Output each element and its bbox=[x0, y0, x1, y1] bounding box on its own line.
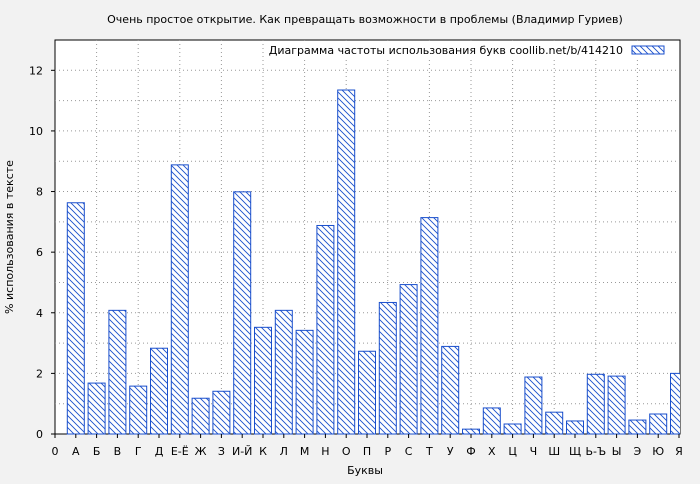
bar-С bbox=[399, 284, 418, 435]
y-tick-label: 8 bbox=[36, 186, 43, 199]
bar-К bbox=[254, 326, 272, 435]
bar-Ц bbox=[503, 423, 522, 435]
grid bbox=[55, 40, 679, 434]
x-tick-label: Г bbox=[135, 445, 142, 458]
bar-Ы bbox=[607, 375, 626, 435]
bar-Х bbox=[482, 407, 501, 435]
x-tick-label: Л bbox=[280, 445, 288, 458]
bar-О bbox=[337, 89, 356, 435]
x-tick-label: Е-Ё bbox=[171, 445, 189, 458]
x-tick-label: Ж bbox=[195, 445, 207, 458]
bar-Я bbox=[670, 372, 680, 435]
x-tick-label: Р bbox=[384, 445, 391, 458]
x-tick-label: М bbox=[300, 445, 310, 458]
bar-Е-Ё bbox=[170, 164, 189, 435]
y-tick-label: 2 bbox=[36, 367, 43, 380]
x-tick-label: С bbox=[405, 445, 413, 458]
bars bbox=[66, 89, 680, 435]
bar-У bbox=[441, 345, 460, 435]
y-tick-label: 0 bbox=[36, 428, 43, 441]
x-tick-label: Х bbox=[488, 445, 496, 458]
bar-Щ bbox=[566, 420, 584, 435]
y-tick-label: 10 bbox=[29, 125, 43, 138]
bar-М bbox=[295, 329, 314, 435]
x-tick-label: Ш bbox=[548, 445, 560, 458]
bar-Р bbox=[378, 301, 397, 435]
x-tick-label: Ц bbox=[508, 445, 517, 458]
bar-Ь-Ъ bbox=[586, 373, 605, 435]
x-axis-label: Буквы bbox=[347, 464, 383, 477]
x-tick-label: Ь-Ъ bbox=[585, 445, 606, 458]
x-tick-label: Д bbox=[155, 445, 164, 458]
x-tick-label: И-Й bbox=[232, 445, 252, 458]
y-tick-label: 6 bbox=[36, 246, 43, 259]
bar-Н bbox=[316, 224, 335, 435]
legend-swatch bbox=[631, 45, 665, 55]
chart-title: Очень простое открытие. Как превращать в… bbox=[107, 13, 623, 26]
x-tick-label: 0 bbox=[52, 445, 59, 458]
bar-П bbox=[358, 350, 376, 435]
x-tick-label: П bbox=[363, 445, 371, 458]
x-tick-label: Ы bbox=[612, 445, 622, 458]
x-tick-label: К bbox=[259, 445, 267, 458]
x-tick-label: Щ bbox=[569, 445, 581, 458]
x-tick-label: Я bbox=[675, 445, 683, 458]
bar-Э bbox=[628, 419, 647, 435]
bar-А bbox=[66, 202, 85, 435]
x-tick-label: Ф bbox=[466, 445, 475, 458]
bar-Л bbox=[274, 309, 293, 435]
y-tick-label: 12 bbox=[29, 64, 43, 77]
x-axis: 0 А Б В Г Д Е-Ё Ж З И-Й К Л М Н О П Р С Т У Ф Х Ц Ч Ш Щ Ь-Ъ Ы Э Ю Я bbox=[52, 434, 683, 458]
y-axis: 0 2 4 6 8 10 12 bbox=[29, 64, 55, 441]
bar-В bbox=[108, 309, 127, 435]
bar-Д bbox=[150, 347, 168, 435]
x-tick-label: Ч bbox=[530, 445, 538, 458]
x-tick-label: О bbox=[342, 445, 351, 458]
bar-Ж bbox=[191, 397, 210, 435]
bar-Т bbox=[420, 217, 439, 435]
x-tick-label: Т bbox=[425, 445, 433, 458]
x-tick-label: А bbox=[72, 445, 80, 458]
bar-Ш bbox=[545, 411, 564, 435]
x-tick-label: Н bbox=[321, 445, 329, 458]
bar-Г bbox=[129, 385, 148, 435]
bar-Б bbox=[87, 382, 106, 435]
x-tick-label: В bbox=[114, 445, 122, 458]
x-tick-label: У bbox=[447, 445, 454, 458]
legend: Диаграмма частоты использования букв coo… bbox=[269, 42, 678, 58]
x-tick-label: Ю bbox=[652, 445, 664, 458]
y-tick-label: 4 bbox=[36, 307, 43, 320]
x-tick-label: З bbox=[218, 445, 225, 458]
x-tick-label: Э bbox=[634, 445, 642, 458]
x-tick-label: Б bbox=[93, 445, 101, 458]
legend-label: Диаграмма частоты использования букв coo… bbox=[269, 44, 623, 57]
bar-Ю bbox=[649, 413, 668, 435]
y-axis-label: % использования в тексте bbox=[3, 160, 16, 314]
bar-З bbox=[212, 390, 231, 435]
bar-И-Й bbox=[233, 191, 252, 435]
bar-Ч bbox=[524, 376, 543, 435]
bar-Ф bbox=[462, 428, 480, 435]
